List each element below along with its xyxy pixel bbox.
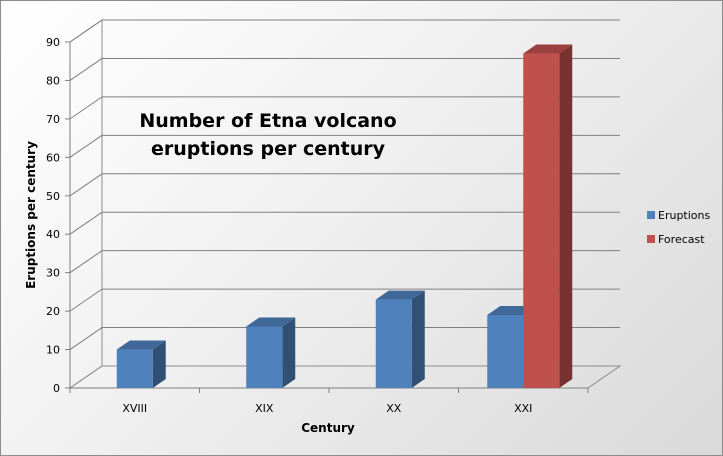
y-tick-label: 60	[46, 151, 60, 164]
bar-front	[116, 349, 153, 388]
gridline-side	[69, 96, 103, 120]
bar-front	[487, 314, 524, 388]
chart-title-line-2: eruptions per century	[151, 138, 386, 160]
y-tick-label: 40	[46, 228, 60, 241]
bar-front	[375, 299, 412, 388]
bar-eruptions-XVIII	[116, 340, 166, 388]
y-tick-label: 70	[46, 113, 60, 126]
x-axis-label: Century	[301, 421, 355, 435]
x-tick-labels: XVIII XIX XX XXI	[69, 388, 589, 415]
y-tick-labels: 0 10 20 30 40 50 60 70 80 90	[46, 36, 70, 395]
gridline-side	[69, 211, 103, 235]
x-tick-label: XIX	[255, 402, 274, 415]
bar-side	[282, 317, 296, 388]
legend-swatch-eruptions	[647, 211, 655, 219]
bar-front	[523, 53, 560, 389]
bar-eruptions-XIX	[246, 317, 296, 388]
gridline-side	[69, 134, 103, 158]
y-tick-label: 80	[46, 74, 60, 87]
y-tick-label: 20	[46, 305, 60, 318]
y-axis-label: Eruptions per century	[24, 141, 38, 289]
legend-label-eruptions: Eruptions	[658, 209, 710, 222]
gridline-side	[69, 173, 103, 197]
gridline-side	[69, 250, 103, 274]
bar-front	[246, 326, 283, 388]
side-wall	[69, 19, 103, 389]
y-tick-label: 90	[46, 36, 60, 49]
bar-side	[559, 44, 573, 389]
x-tick-label: XVIII	[122, 402, 147, 415]
gridline-side	[69, 58, 103, 81]
chart-title-line-1: Number of Etna volcano	[139, 110, 396, 132]
y-tick-label: 0	[53, 382, 60, 395]
gridline-side	[69, 327, 103, 350]
y-tick-label: 10	[46, 344, 60, 357]
x-tick-label: XX	[386, 402, 402, 415]
bar-eruptions-XX	[375, 290, 425, 388]
legend: Eruptions Forecast	[647, 209, 710, 246]
bar-top	[246, 317, 296, 327]
y-tick-label: 50	[46, 190, 60, 203]
bar-forecast-XXI	[523, 44, 573, 389]
gridline-side	[69, 288, 103, 312]
bar-top	[116, 340, 166, 350]
gridline-side	[69, 19, 103, 43]
bar-top	[375, 290, 425, 300]
bar-side	[411, 290, 425, 388]
legend-label-forecast: Forecast	[658, 233, 705, 246]
legend-swatch-forecast	[647, 235, 655, 243]
x-tick-label: XXI	[514, 402, 532, 415]
y-tick-label: 30	[46, 267, 60, 280]
bar-side	[152, 340, 166, 388]
bars	[116, 44, 573, 389]
bar-top	[523, 44, 573, 54]
